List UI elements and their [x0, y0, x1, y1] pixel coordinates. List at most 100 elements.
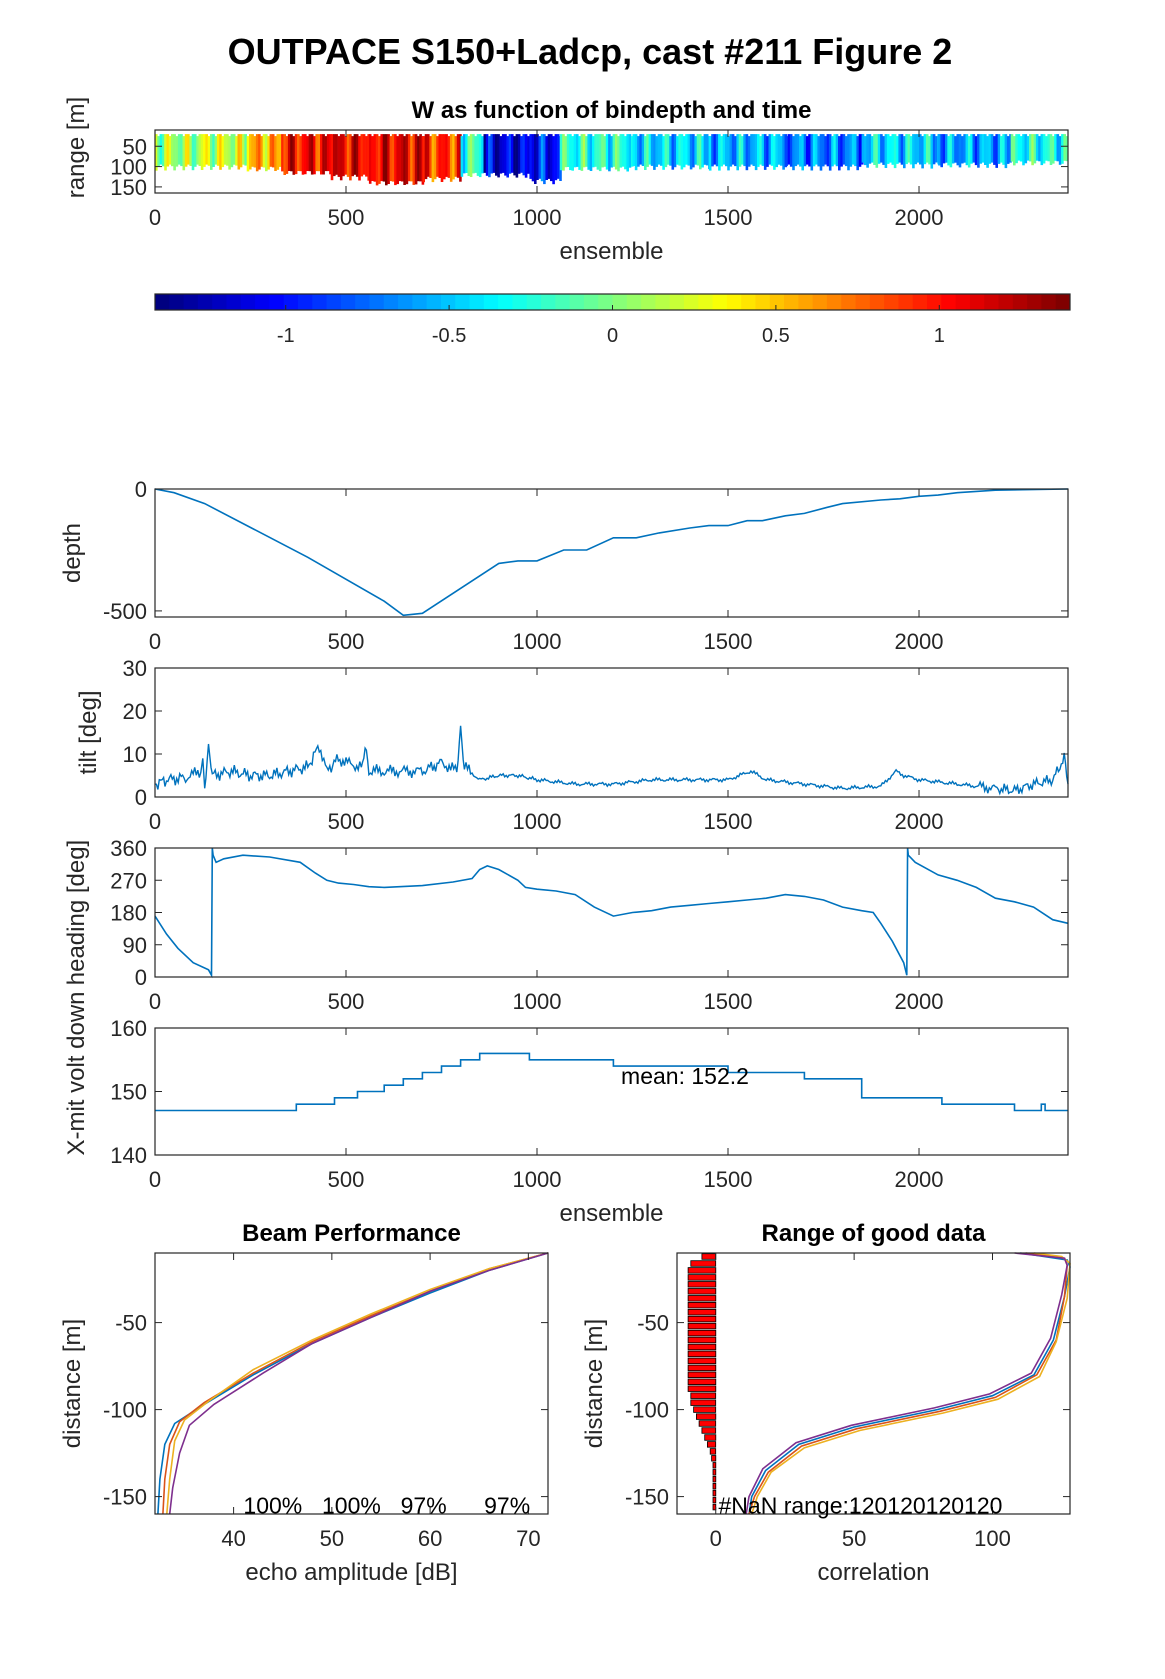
colorbar-swatch — [197, 294, 213, 310]
colorbar-swatch — [869, 294, 885, 310]
heatmap-cell — [329, 134, 332, 175]
heatmap-cell — [429, 136, 432, 178]
heatmap-cell — [840, 134, 843, 167]
heatmap-cell — [648, 134, 652, 165]
heatmap-cell — [265, 134, 268, 172]
heatmap-cell — [1065, 136, 1069, 162]
heatmap-cell — [815, 134, 818, 165]
heatmap-cell — [923, 134, 927, 165]
heatmap-cell — [657, 134, 661, 165]
heatmap-cell — [351, 136, 354, 177]
heatmap-cell — [986, 136, 989, 168]
beam-performance-chart: 40 50 60 70 -150 -100 -50 Beam Performance echo … — [59, 1220, 549, 1586]
heatmap-cell — [662, 136, 665, 170]
heatmap-cell — [738, 134, 742, 167]
heatmap-cell — [210, 134, 213, 170]
heatmap-cell — [685, 134, 688, 165]
colorbar-swatch — [884, 294, 899, 310]
beam-percent-label: 97% — [484, 1492, 530, 1518]
heatmap-cell — [803, 134, 807, 167]
heatmap-cell — [770, 134, 774, 166]
heatmap-cell — [360, 134, 364, 177]
heatmap-cell — [253, 136, 257, 168]
heatmap-cell — [355, 134, 359, 177]
heatmap-cell — [367, 134, 370, 181]
heatmap-cell — [988, 134, 992, 164]
colorbar-swatch — [398, 294, 413, 310]
x-tick-label: 70 — [516, 1526, 540, 1551]
series-line-4 — [168, 1252, 549, 1515]
heatmap-cell — [842, 134, 846, 165]
y-tick-label: 150 — [110, 175, 147, 200]
good-data-bar — [687, 1371, 717, 1378]
heatmap-cell — [974, 136, 978, 166]
heatmap-cell — [951, 134, 955, 164]
heatmap-cell — [344, 136, 348, 175]
y-tick-label: 150 — [110, 1080, 147, 1105]
plot-frame — [154, 488, 1069, 618]
colorbar-swatch — [426, 294, 442, 310]
series-line-1 — [157, 1252, 549, 1515]
heatmap-cell — [935, 136, 938, 163]
heatmap-cell — [900, 134, 904, 165]
nan-range-annotation: #NaN range:120120120120 — [719, 1492, 1003, 1518]
heatmap-cell — [703, 134, 707, 165]
series-line-1 — [154, 847, 1069, 979]
heatmap-cell — [159, 134, 163, 165]
heatmap-cell — [1033, 134, 1037, 164]
heatmap-cell — [534, 134, 537, 184]
plot-frame — [154, 667, 1069, 798]
heatmap-cell — [362, 134, 366, 175]
colorbar-swatch — [155, 294, 170, 310]
heatmap-cell — [826, 134, 830, 167]
x-axis-label: correlation — [817, 1559, 929, 1586]
good-data-bar — [687, 1295, 717, 1302]
heatmap-cell — [531, 134, 535, 182]
heatmap-cell — [833, 134, 836, 165]
heatmap-cell — [743, 134, 746, 167]
heatmap-cell — [326, 134, 330, 172]
heatmap-cell — [734, 136, 737, 167]
plot-frame — [676, 1252, 1071, 1515]
plot-frame — [154, 847, 1069, 978]
heatmap-cell — [371, 136, 374, 181]
heatmap-cell — [536, 134, 539, 180]
heatmap-cell — [866, 134, 869, 168]
heatmap-cell — [405, 134, 409, 185]
heatmap-cell — [851, 134, 855, 165]
heatmap-cell — [678, 134, 681, 166]
heatmap-cell — [478, 134, 482, 178]
heatmap-cell — [864, 136, 867, 166]
heatmap-cell — [412, 134, 416, 185]
heatmap-cell — [164, 134, 167, 171]
heatmap-cell — [281, 134, 284, 172]
heatmap-cell — [180, 134, 183, 167]
good-data-bar — [712, 1489, 717, 1497]
heatmap-cell — [711, 134, 714, 167]
colorbar-swatch — [183, 294, 199, 310]
heatmap-cell — [938, 134, 941, 166]
heatmap-cell — [993, 136, 996, 165]
good-data-bar — [687, 1385, 717, 1392]
heatmap-cell — [650, 134, 654, 166]
heatmap-cell — [610, 136, 613, 168]
heatmap-cell — [378, 136, 381, 184]
heatmap-cell — [782, 134, 785, 170]
colorbar-swatch — [769, 294, 785, 310]
heatmap-cell — [529, 134, 532, 179]
heatmap-cell — [543, 134, 546, 185]
x-tick-label: 500 — [328, 809, 365, 834]
heatmap-cell — [617, 136, 620, 172]
heatmap-cell — [1015, 134, 1018, 164]
heatmap-cell — [750, 134, 753, 165]
y-tick-label: -150 — [103, 1485, 147, 1510]
colorbar-swatch — [169, 294, 185, 310]
colorbar-swatch — [598, 294, 613, 310]
heatmap-cell — [269, 134, 273, 167]
good-data-bar — [687, 1336, 717, 1344]
heatmap-cell — [1056, 134, 1060, 162]
colorbar-swatch — [726, 294, 742, 310]
heatmap-cell — [967, 136, 971, 168]
heatmap-cell — [294, 134, 298, 175]
heatmap-cell — [527, 136, 530, 174]
